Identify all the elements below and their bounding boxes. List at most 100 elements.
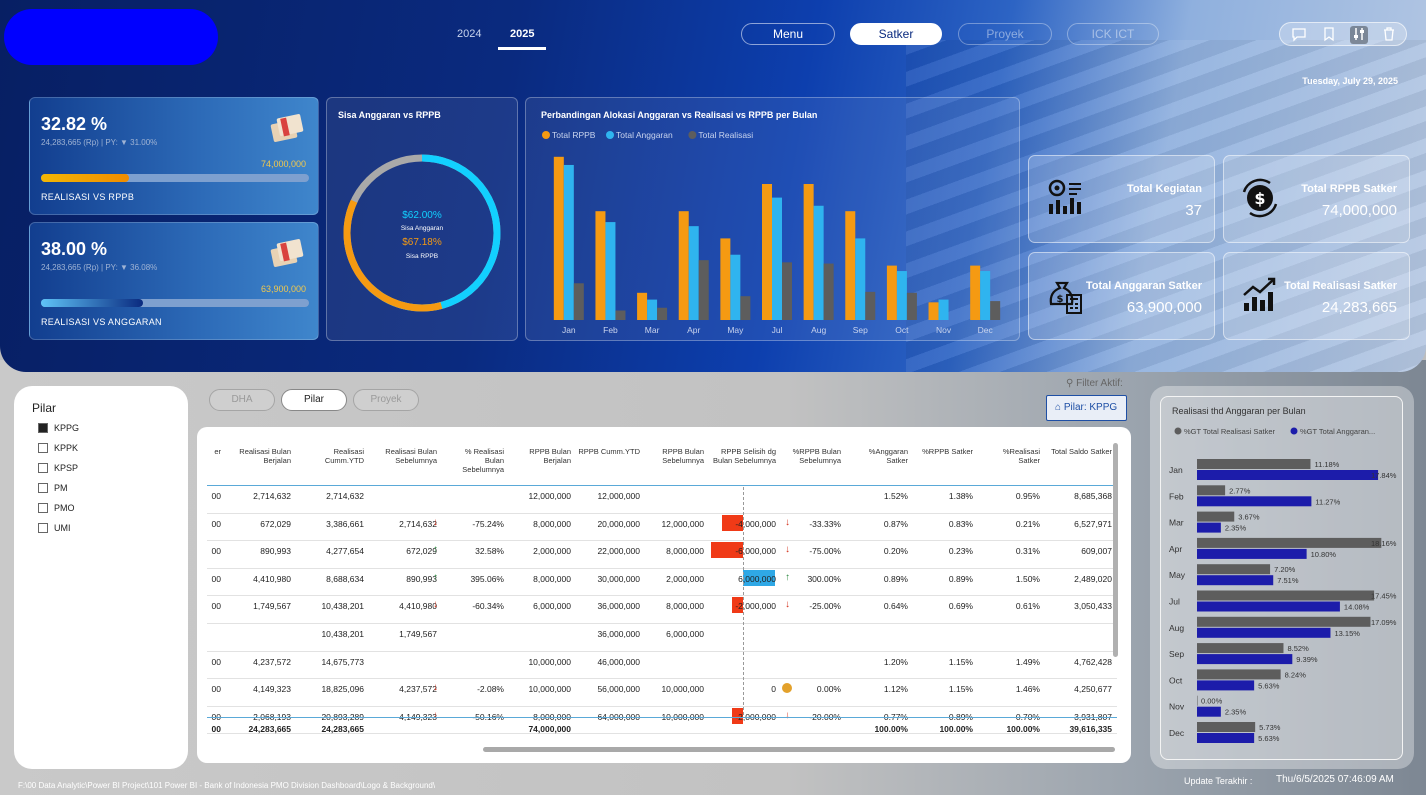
table-cell: 0.21% bbox=[1015, 518, 1040, 529]
bar-total-realisasi-mar bbox=[657, 307, 668, 320]
active-filter-chip[interactable]: ⌂ Pilar: KPPG bbox=[1046, 395, 1127, 421]
checkbox[interactable] bbox=[38, 463, 48, 473]
column-header[interactable]: er bbox=[214, 447, 221, 456]
data-label: 11.27% bbox=[1315, 497, 1340, 506]
tab-proyek[interactable]: Proyek bbox=[353, 389, 419, 411]
tab-pilar[interactable]: Pilar bbox=[281, 389, 347, 411]
bar-total-anggaran-jan bbox=[563, 164, 574, 320]
selisih-zero-line bbox=[743, 487, 744, 715]
column-header[interactable]: Total Saldo Satker bbox=[1051, 447, 1112, 456]
checkbox[interactable] bbox=[38, 503, 48, 513]
column-header[interactable]: RPPB Bulan Berjalan bbox=[529, 447, 571, 465]
table-cell: 672,029 bbox=[260, 518, 291, 529]
table-cell: -75.00% bbox=[809, 546, 841, 557]
table-cell: 0.89% bbox=[948, 711, 973, 722]
column-header[interactable]: %Realisasi Satker bbox=[1002, 447, 1040, 465]
bar-anggaran-apr bbox=[1197, 548, 1307, 559]
table-cell: 20,000,000 bbox=[597, 518, 640, 529]
legend-label: Total Realisasi bbox=[698, 130, 753, 140]
column-header[interactable]: Realisasi Bulan Berjalan bbox=[239, 447, 291, 465]
pilar-option-kppk[interactable]: KPPK bbox=[38, 443, 78, 453]
bar-total-realisasi-may bbox=[740, 296, 751, 320]
x-tick-label: May bbox=[727, 325, 744, 335]
table-cell: 1,749,567 bbox=[399, 629, 437, 639]
table-cell: 18,825,096 bbox=[321, 684, 364, 695]
table-cell: 12,000,000 bbox=[661, 518, 704, 529]
column-header[interactable]: Realisasi Bulan Sebelumnya bbox=[385, 447, 437, 465]
header-divider bbox=[207, 485, 1117, 486]
nav-proyek-button[interactable]: Proyek bbox=[958, 23, 1052, 45]
row-divider bbox=[207, 595, 1117, 597]
donut-title: Sisa Anggaran vs RPPB bbox=[338, 110, 441, 120]
table-cell: 1.20% bbox=[883, 656, 908, 667]
table-cell: 1.52% bbox=[883, 491, 908, 501]
row-divider bbox=[207, 650, 1117, 652]
nav-satker-button[interactable]: Satker bbox=[850, 23, 942, 45]
bar-total-realisasi-jan bbox=[573, 283, 584, 320]
table-cell: 4,237,572 bbox=[399, 684, 437, 695]
pilar-option-kppg[interactable]: KPPG bbox=[38, 423, 79, 433]
table-cell: 1.15% bbox=[948, 656, 973, 667]
arrow-down-icon: ↓ bbox=[785, 544, 790, 556]
bar-realisasi-jul bbox=[1197, 590, 1375, 601]
column-header[interactable]: RPPB Cumm.YTD bbox=[578, 447, 640, 456]
checkbox[interactable] bbox=[38, 483, 48, 493]
tab-dha[interactable]: DHA bbox=[209, 389, 275, 411]
column-header[interactable]: %Anggaran Satker bbox=[868, 447, 908, 465]
column-header[interactable]: % Realisasi Bulan Sebelumnya bbox=[462, 447, 504, 474]
horizontal-scrollbar[interactable] bbox=[483, 747, 1115, 752]
x-tick-label: Sep bbox=[853, 325, 868, 335]
column-header[interactable]: RPPB Selisih dg Bulan Sebelumnya bbox=[713, 447, 776, 465]
table-cell: 0.64% bbox=[883, 601, 908, 612]
nav-menu-button[interactable]: Menu bbox=[741, 23, 835, 45]
realisasi-chart-backdrop bbox=[1150, 386, 1414, 769]
table-cell: 0.23% bbox=[948, 546, 973, 557]
money-stack-icon bbox=[270, 239, 304, 267]
pilar-option-pmo[interactable]: PMO bbox=[38, 503, 75, 513]
comment-icon[interactable] bbox=[1290, 26, 1308, 44]
vertical-scrollbar[interactable] bbox=[1113, 443, 1118, 657]
stat-title: Total Anggaran Satker bbox=[1085, 280, 1202, 292]
arrow-up-icon: ↑ bbox=[785, 571, 790, 583]
table-cell: 0.95% bbox=[1015, 491, 1040, 501]
table-cell: 20,893,289 bbox=[321, 711, 364, 722]
checkbox-checked[interactable] bbox=[38, 423, 48, 433]
bookmark-icon[interactable] bbox=[1320, 26, 1338, 44]
pilar-option-pm[interactable]: PM bbox=[38, 483, 68, 493]
column-header[interactable]: RPPB Bulan Sebelumnya bbox=[662, 447, 704, 465]
y-tick-label: Feb bbox=[1169, 491, 1184, 501]
data-label: 17.09% bbox=[1371, 618, 1397, 627]
trash-icon[interactable] bbox=[1380, 26, 1398, 44]
row-divider bbox=[207, 733, 1117, 735]
checkbox[interactable] bbox=[38, 443, 48, 453]
total-cell: 74,000,000 bbox=[528, 724, 571, 734]
pilar-slicer: Pilar KPPG KPPK KPSP PM PMO UMI bbox=[14, 386, 188, 769]
table-cell: 1.49% bbox=[1015, 656, 1040, 667]
bar-total-rppb-dec bbox=[970, 265, 981, 320]
x-tick-label: Nov bbox=[936, 325, 952, 335]
total-cell: 100.00% bbox=[874, 724, 908, 734]
column-header[interactable]: %RPPB Satker bbox=[922, 447, 973, 456]
arrow-up-icon: ↑ bbox=[433, 544, 438, 556]
table-cell: 10,000,000 bbox=[661, 684, 704, 695]
checkbox[interactable] bbox=[38, 523, 48, 533]
tab-year-2024[interactable]: 2024 bbox=[457, 28, 482, 40]
table-cell: 64,000,000 bbox=[597, 711, 640, 722]
tab-year-2025[interactable]: 2025 bbox=[510, 28, 535, 40]
pilar-option-umi[interactable]: UMI bbox=[38, 523, 71, 533]
legend-label: %GT Total Realisasi Satker bbox=[1184, 427, 1276, 436]
nav-ick-ict-button[interactable]: ICK ICT bbox=[1067, 23, 1159, 45]
pilar-option-kpsp[interactable]: KPSP bbox=[38, 463, 78, 473]
filter-toggle-icon[interactable] bbox=[1350, 26, 1368, 44]
legend-marker bbox=[606, 131, 614, 139]
table-cell: 8,688,634 bbox=[326, 573, 364, 584]
column-header[interactable]: %RPPB Bulan Sebelumnya bbox=[792, 447, 841, 465]
table-cell: 890,993 bbox=[406, 573, 437, 584]
selisih-bar bbox=[711, 542, 743, 559]
data-label: 0.00% bbox=[1201, 697, 1223, 706]
bar-total-realisasi-jul bbox=[782, 262, 792, 320]
x-tick-label: Feb bbox=[603, 325, 618, 335]
table-cell: 00 bbox=[211, 491, 221, 501]
legend-marker bbox=[1174, 427, 1182, 435]
column-header[interactable]: Realisasi Cumm.YTD bbox=[324, 447, 364, 465]
